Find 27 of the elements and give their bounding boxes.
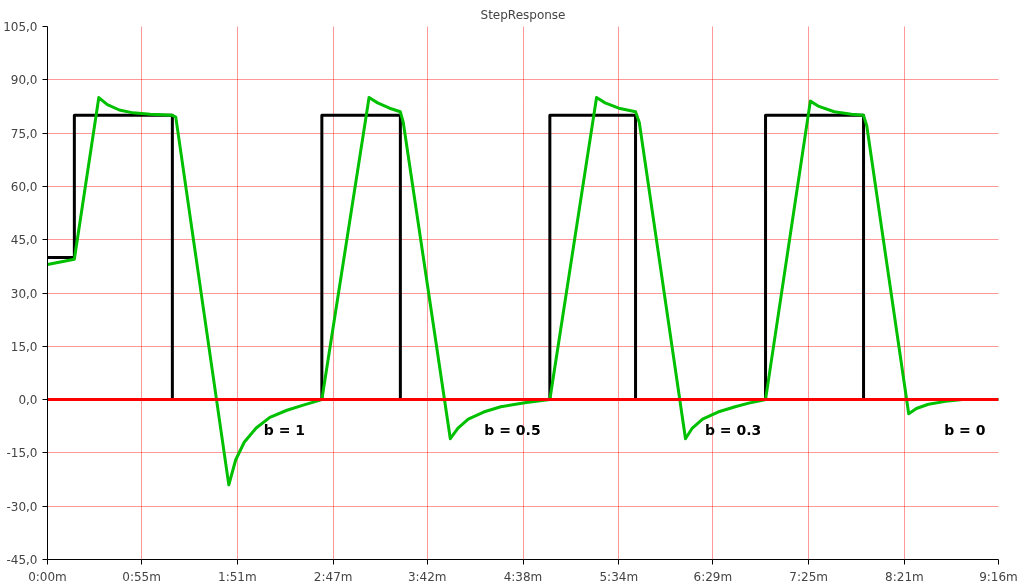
y-tick-label: 60,0 (10, 179, 38, 194)
annotation: b = 1 (263, 421, 306, 438)
x-tick-label: 3:42m (407, 569, 447, 584)
annotation: b = 0 (944, 421, 986, 438)
y-tick-label: 90,0 (10, 73, 38, 88)
x-tick-label: 8:21m (885, 569, 924, 584)
x-tick-label: 7:25m (789, 569, 828, 584)
annotation: b = 0.3 (704, 421, 762, 438)
x-tick-label: 1:51m (218, 569, 257, 584)
x-tick-label: 5:34m (599, 569, 639, 584)
annotation: b = 0.5 (484, 421, 541, 438)
y-tick-label: 30,0 (10, 286, 38, 301)
y-tick-label: -30,0 (6, 499, 38, 514)
x-tick-label: 4:38m (503, 569, 543, 584)
x-tick-label: 0:55m (122, 569, 161, 584)
y-tick-label: 15,0 (10, 339, 38, 354)
y-tick-label: 0,0 (18, 393, 38, 408)
y-tick-label: 105,0 (3, 20, 38, 34)
y-tick-label: 75,0 (10, 126, 38, 141)
chart-title: StepResponse (480, 7, 566, 22)
y-tick-label: 45,0 (10, 233, 38, 248)
x-tick-label: 2:47m (313, 569, 353, 584)
y-tick-label: -45,0 (6, 553, 38, 567)
x-tick-label: 0:00m (28, 569, 67, 584)
y-tick-label: -15,0 (6, 446, 38, 461)
x-tick-label: 6:29m (693, 569, 733, 584)
x-tick-label: 9:16m (979, 569, 1018, 584)
